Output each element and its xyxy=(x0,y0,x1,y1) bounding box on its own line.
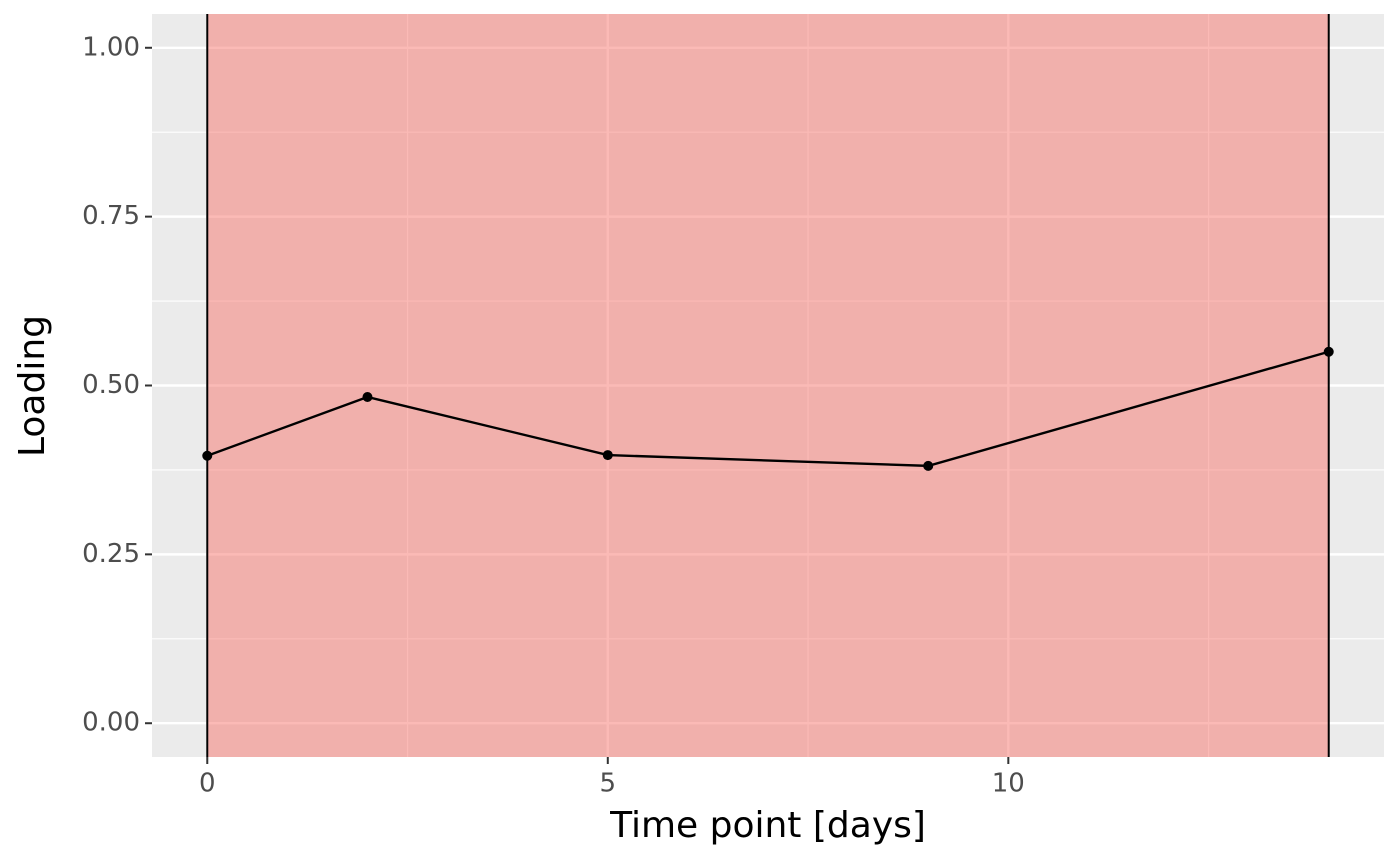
y-tick-label: 0.50 xyxy=(82,370,140,400)
x-axis-title: Time point [days] xyxy=(609,805,926,846)
x-tick-label: 0 xyxy=(199,769,216,799)
point xyxy=(923,460,934,471)
y-tick-label: 0.25 xyxy=(82,539,140,569)
point xyxy=(1323,346,1334,357)
y-tick-label: 0.75 xyxy=(82,201,140,231)
shaded-region xyxy=(207,14,1329,757)
x-tick-label: 10 xyxy=(992,769,1025,799)
x-tick-label: 5 xyxy=(600,769,617,799)
y-tick-label: 0.00 xyxy=(82,708,140,738)
point xyxy=(602,450,613,461)
point xyxy=(202,450,213,461)
point xyxy=(362,391,373,402)
y-tick-label: 1.00 xyxy=(82,32,140,62)
y-axis-title: Loading xyxy=(12,315,53,457)
